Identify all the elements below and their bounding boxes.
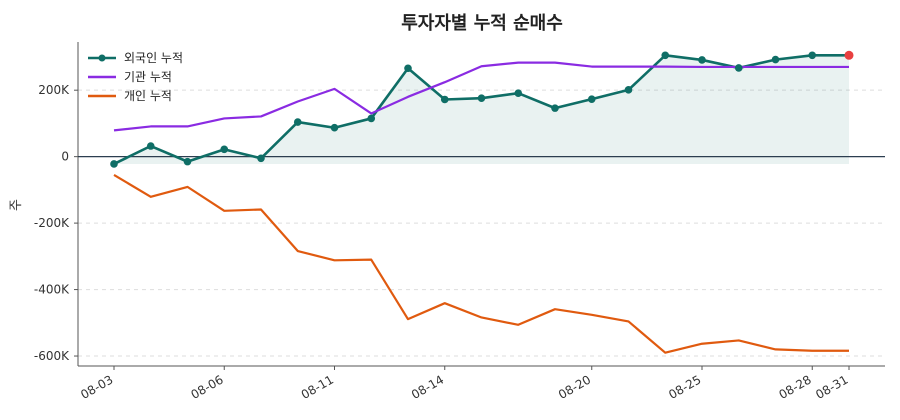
data-point xyxy=(257,154,265,163)
data-point xyxy=(477,94,486,102)
data-point xyxy=(514,89,523,97)
data-point xyxy=(734,64,743,72)
data-point xyxy=(808,51,817,60)
x-tick-label: 08-25 xyxy=(666,372,703,402)
data-point xyxy=(404,64,412,73)
x-tick-label: 08-20 xyxy=(556,372,593,402)
data-point xyxy=(771,55,780,64)
grid-lines xyxy=(78,89,885,357)
data-point xyxy=(624,86,633,94)
y-tick-label: 200K xyxy=(38,83,70,97)
data-point xyxy=(440,95,449,104)
data-point xyxy=(220,145,229,154)
series-line xyxy=(113,173,849,354)
data-point xyxy=(183,157,192,166)
x-tick-label: 08-11 xyxy=(299,372,336,402)
series-points xyxy=(110,50,854,168)
data-point xyxy=(293,118,302,126)
x-tick-label: 08-14 xyxy=(409,372,446,402)
data-point xyxy=(146,142,155,150)
y-tick-label: -400K xyxy=(34,283,70,297)
y-tick-label: 0 xyxy=(61,150,69,164)
data-point xyxy=(110,160,118,168)
y-tick-label: -600K xyxy=(34,349,70,363)
x-tick-label: 08-31 xyxy=(813,372,850,402)
legend-label: 기관 누적 xyxy=(124,70,172,84)
highlight-point xyxy=(844,50,854,60)
x-tick-label: 08-03 xyxy=(78,372,115,402)
data-point xyxy=(587,95,596,103)
x-tick-label: 08-28 xyxy=(777,372,814,402)
data-point xyxy=(698,56,706,64)
series-line xyxy=(113,61,849,132)
data-point xyxy=(661,51,670,60)
legend-label: 개인 누적 xyxy=(124,89,172,103)
data-point xyxy=(330,123,339,132)
x-tick-label: 08-06 xyxy=(189,372,226,402)
series-area-fill xyxy=(114,55,849,164)
area-fill-layer xyxy=(114,55,849,164)
legend-marker xyxy=(98,54,106,62)
chart-title: 투자자별 누적 순매수 xyxy=(401,13,563,34)
y-axis-label: 주 xyxy=(9,199,24,211)
y-tick-label: -200K xyxy=(34,216,70,230)
data-point xyxy=(367,114,376,123)
data-point xyxy=(551,104,559,112)
legend-label: 외국인 누적 xyxy=(124,51,183,65)
